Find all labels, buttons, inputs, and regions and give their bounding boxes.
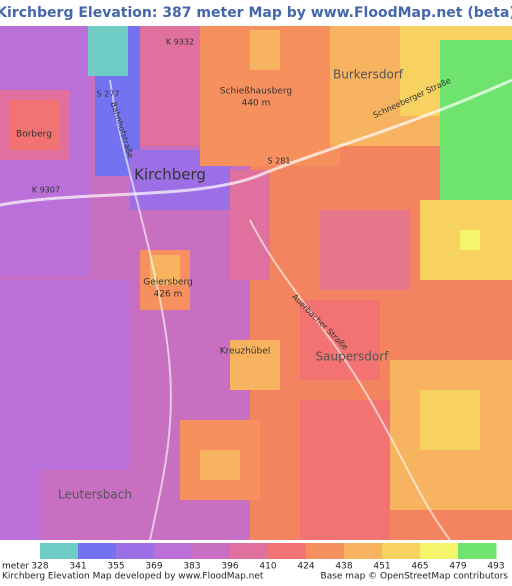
legend-swatch (154, 543, 193, 559)
elevation-label: 440 m (242, 99, 271, 109)
legend-swatch (116, 543, 155, 559)
legend-swatch (78, 543, 117, 559)
legend-swatch (230, 543, 269, 559)
legend-unit: meter (2, 562, 29, 572)
legend-swatch (382, 543, 421, 559)
road-label: K 9307 (32, 186, 60, 195)
legend-tick-label: 341 (69, 562, 86, 572)
place-label: Saupersdorf (316, 350, 390, 364)
place-label: Borberg (16, 130, 52, 140)
legend-swatch (40, 543, 79, 559)
place-label: Schießhausberg (220, 87, 292, 97)
legend-tick-label: 410 (259, 562, 276, 572)
road-label: S 277 (97, 90, 120, 99)
legend-tick-label: 383 (183, 562, 200, 572)
legend-tick-label: 328 (31, 562, 48, 572)
legend-tick-label: 479 (449, 562, 466, 572)
legend-tick-label: 438 (335, 562, 352, 572)
place-label: Geiersberg (143, 278, 192, 288)
legend-swatch (458, 543, 497, 559)
legend-swatch (344, 543, 383, 559)
legend-tick-label: 355 (107, 562, 124, 572)
legend-swatch (268, 543, 307, 559)
elevation-map (0, 26, 512, 541)
elevation-label: 426 m (154, 290, 183, 300)
legend-tick-label: 465 (411, 562, 428, 572)
legend-tick-label: 493 (487, 562, 504, 572)
legend-tick-label: 424 (297, 562, 314, 572)
legend: meter 328 341 355 369 383 396 410 424 438 451 465 47… (2, 543, 505, 572)
place-label: Kirchberg (134, 166, 206, 184)
footer-right: Base map © OpenStreetMap contributors (321, 572, 509, 582)
legend-swatch (420, 543, 459, 559)
road-label: S 281 (268, 157, 291, 166)
place-label: Kreuzhübel (220, 347, 271, 357)
legend-swatch (192, 543, 231, 559)
legend-swatch (306, 543, 345, 559)
legend-tick-label: 451 (373, 562, 390, 572)
road-label: K 9332 (166, 38, 194, 47)
title: Kirchberg Elevation: 387 meter Map by ww… (0, 5, 512, 21)
place-label: Leutersbach (58, 488, 132, 502)
legend-tick-label: 396 (221, 562, 238, 572)
place-label: Burkersdorf (333, 68, 404, 82)
legend-tick-label: 369 (145, 562, 162, 572)
footer-left: Kirchberg Elevation Map developed by www… (2, 572, 264, 582)
